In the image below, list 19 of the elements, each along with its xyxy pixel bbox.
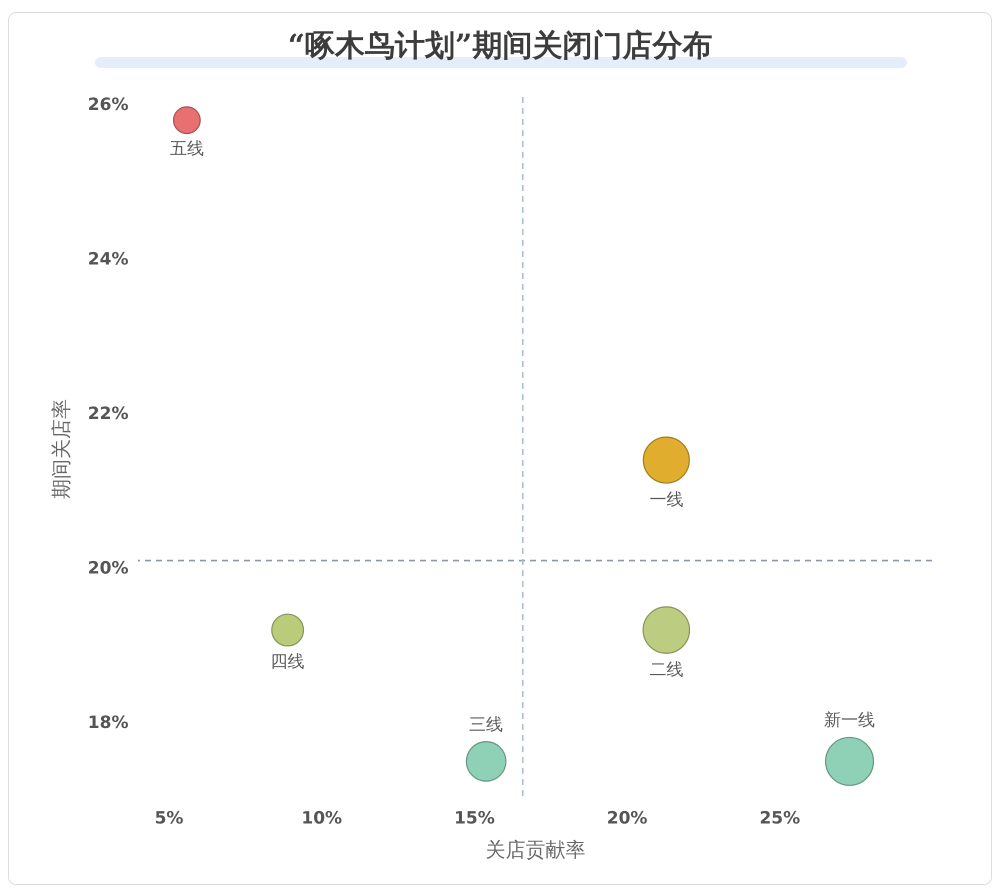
x-tick-label: 25% [759,808,800,828]
series-label: 五线 [170,139,204,160]
y-tick-label: 22% [88,404,128,424]
y-tick-label: 20% [88,558,128,579]
series-label: 四线 [270,652,305,672]
y-tick-label: 18% [88,713,128,734]
series-label: 新一线 [824,710,876,730]
x-axis-title: 关店贡献率 [486,838,586,862]
y-axis-title: 期间关店率 [48,399,73,499]
y-tick-label: 26% [88,95,128,116]
series-label: 二线 [649,660,684,680]
x-tick-label: 10% [301,808,342,828]
x-tick-label: 20% [606,808,648,828]
series-label: 三线 [469,715,504,736]
y-tick-label: 24% [88,250,128,270]
x-tick-label: 15% [454,808,495,828]
chart-title: “啄木鸟计划”期间关闭门店分布 [288,28,712,64]
x-tick-label: 5% [154,808,184,828]
series-label: 一线 [649,490,684,510]
